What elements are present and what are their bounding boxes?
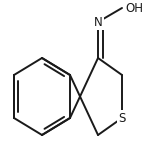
Text: S: S: [118, 112, 126, 124]
Text: OH: OH: [125, 1, 143, 15]
Text: N: N: [94, 16, 102, 28]
